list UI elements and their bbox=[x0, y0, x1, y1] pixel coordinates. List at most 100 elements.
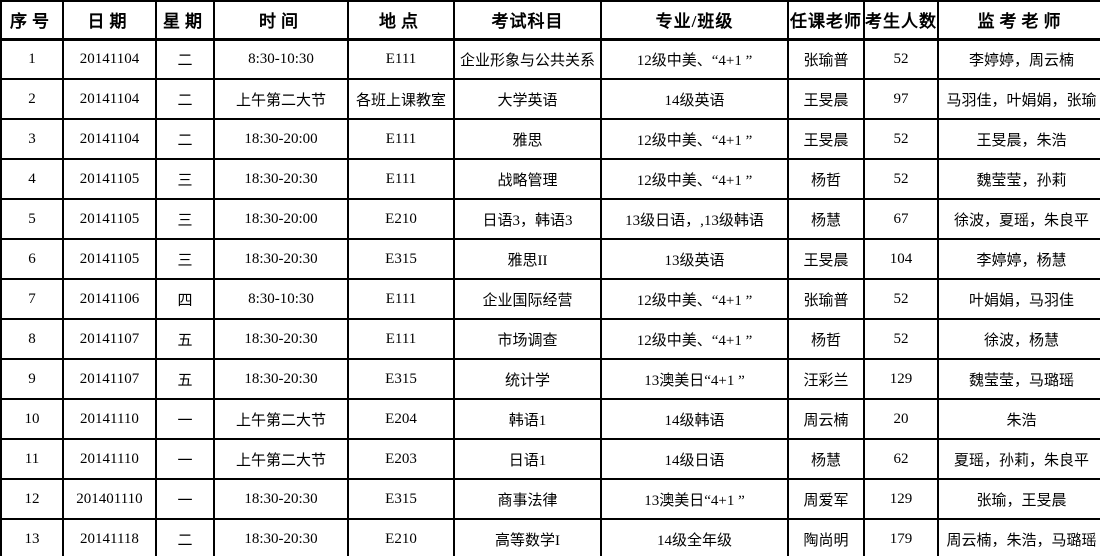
cell-teacher: 王旻晨 bbox=[787, 238, 865, 280]
cell-student_count: 97 bbox=[863, 78, 939, 120]
table-row: 10 20141110 一上午第二大节 E204 韩语1 14级韩语 周云楠 20 朱浩 bbox=[0, 398, 1100, 440]
cell-time: 8:30-10:30 bbox=[213, 278, 349, 320]
table-row: 12 201401110 一 18:30-20:30 E315 商事法律 13澳美日“4+1… bbox=[0, 478, 1100, 520]
cell-index: 2 bbox=[0, 78, 64, 120]
cell-subject: 高等数学I bbox=[453, 518, 602, 556]
cell-weekday: 五 bbox=[155, 318, 215, 360]
header-row: 序号 日期 星期 时间 地点 考试科目 专业/班级 任课老师 考生人数 监考老师 bbox=[0, 0, 1100, 41]
cell-time: 上午第二大节 bbox=[213, 438, 349, 480]
cell-date: 20141106 bbox=[62, 278, 157, 320]
cell-location: E203 bbox=[347, 438, 455, 480]
table-row: 13 20141118 二 18:30-20:30 E210 高等数学I 14级全年级 陶尚明… bbox=[0, 518, 1100, 556]
cell-index: 5 bbox=[0, 198, 64, 240]
column-header-time: 时间 bbox=[213, 0, 349, 41]
cell-date: 20141104 bbox=[62, 78, 157, 120]
cell-student_count: 52 bbox=[863, 158, 939, 200]
cell-teacher: 杨慧 bbox=[787, 438, 865, 480]
column-header-weekday: 星期 bbox=[155, 0, 215, 41]
cell-location: E315 bbox=[347, 478, 455, 520]
cell-class: 14级韩语 bbox=[600, 398, 789, 440]
cell-weekday: 二 bbox=[155, 78, 215, 120]
cell-date: 20141107 bbox=[62, 318, 157, 360]
cell-teacher: 王旻晨 bbox=[787, 78, 865, 120]
cell-time: 18:30-20:30 bbox=[213, 318, 349, 360]
cell-class: 12级中美、“4+1 ” bbox=[600, 278, 789, 320]
cell-date: 20141107 bbox=[62, 358, 157, 400]
cell-time: 18:30-20:00 bbox=[213, 118, 349, 160]
cell-index: 3 bbox=[0, 118, 64, 160]
cell-index: 11 bbox=[0, 438, 64, 480]
cell-teacher: 王旻晨 bbox=[787, 118, 865, 160]
table-row: 1 20141104 二 8:30-10:30 E111 企业形象与公共关系 12级中美、“… bbox=[0, 38, 1100, 80]
cell-proctors: 魏莹莹，马璐瑶 bbox=[937, 358, 1100, 400]
cell-time: 18:30-20:30 bbox=[213, 238, 349, 280]
cell-weekday: 二 bbox=[155, 38, 215, 80]
cell-proctors: 王旻晨，朱浩 bbox=[937, 118, 1100, 160]
cell-teacher: 张瑜普 bbox=[787, 278, 865, 320]
table-row: 2 20141104 二上午第二大节 各班上课教室 大学英语 14级英语 王旻晨 97 马羽佳，… bbox=[0, 78, 1100, 120]
cell-teacher: 张瑜普 bbox=[787, 38, 865, 80]
cell-proctors: 徐波，杨慧 bbox=[937, 318, 1100, 360]
cell-time: 18:30-20:30 bbox=[213, 358, 349, 400]
cell-subject: 战略管理 bbox=[453, 158, 602, 200]
cell-subject: 日语3，韩语3 bbox=[453, 198, 602, 240]
cell-class: 13级日语，,13级韩语 bbox=[600, 198, 789, 240]
column-header-location: 地点 bbox=[347, 0, 455, 41]
cell-index: 1 bbox=[0, 38, 64, 80]
column-header-class: 专业/班级 bbox=[600, 0, 789, 41]
column-header-student-count: 考生人数 bbox=[863, 0, 939, 41]
column-header-teacher: 任课老师 bbox=[787, 0, 865, 41]
cell-student_count: 52 bbox=[863, 318, 939, 360]
table-row: 3 20141104 二 18:30-20:00 E111 雅思 12级中美、“4+1 ” 王… bbox=[0, 118, 1100, 160]
cell-subject: 雅思 bbox=[453, 118, 602, 160]
cell-location: E210 bbox=[347, 518, 455, 556]
cell-subject: 雅思II bbox=[453, 238, 602, 280]
table-row: 7 20141106 四 8:30-10:30 E111 企业国际经营 12级中美、“4+1… bbox=[0, 278, 1100, 320]
cell-weekday: 二 bbox=[155, 118, 215, 160]
cell-proctors: 马羽佳，叶娟娟，张瑜 bbox=[937, 78, 1100, 120]
cell-time: 18:30-20:00 bbox=[213, 198, 349, 240]
cell-location: E111 bbox=[347, 278, 455, 320]
cell-student_count: 62 bbox=[863, 438, 939, 480]
cell-class: 12级中美、“4+1 ” bbox=[600, 118, 789, 160]
cell-location: E111 bbox=[347, 158, 455, 200]
cell-location: E315 bbox=[347, 238, 455, 280]
cell-time: 上午第二大节 bbox=[213, 398, 349, 440]
cell-date: 20141105 bbox=[62, 198, 157, 240]
cell-time: 上午第二大节 bbox=[213, 78, 349, 120]
table-row: 6 20141105 三 18:30-20:30 E315 雅思II 13级英语 王旻晨 104… bbox=[0, 238, 1100, 280]
cell-class: 13澳美日“4+1 ” bbox=[600, 478, 789, 520]
cell-weekday: 四 bbox=[155, 278, 215, 320]
cell-location: E111 bbox=[347, 118, 455, 160]
cell-proctors: 魏莹莹，孙莉 bbox=[937, 158, 1100, 200]
column-header-index: 序号 bbox=[0, 0, 64, 41]
cell-weekday: 一 bbox=[155, 398, 215, 440]
cell-student_count: 129 bbox=[863, 358, 939, 400]
cell-student_count: 179 bbox=[863, 518, 939, 556]
cell-class: 12级中美、“4+1 ” bbox=[600, 38, 789, 80]
cell-location: E111 bbox=[347, 318, 455, 360]
cell-subject: 商事法律 bbox=[453, 478, 602, 520]
cell-time: 18:30-20:30 bbox=[213, 478, 349, 520]
cell-time: 18:30-20:30 bbox=[213, 158, 349, 200]
cell-location: E204 bbox=[347, 398, 455, 440]
cell-location: E315 bbox=[347, 358, 455, 400]
cell-date: 20141104 bbox=[62, 38, 157, 80]
cell-class: 14级英语 bbox=[600, 78, 789, 120]
cell-teacher: 杨慧 bbox=[787, 198, 865, 240]
cell-weekday: 一 bbox=[155, 478, 215, 520]
cell-student_count: 52 bbox=[863, 118, 939, 160]
cell-index: 13 bbox=[0, 518, 64, 556]
table-row: 11 20141110 一上午第二大节 E203 日语1 14级日语 杨慧 62 夏瑶，孙莉，朱… bbox=[0, 438, 1100, 480]
cell-subject: 企业形象与公共关系 bbox=[453, 38, 602, 80]
cell-class: 14级全年级 bbox=[600, 518, 789, 556]
cell-date: 20141118 bbox=[62, 518, 157, 556]
cell-subject: 日语1 bbox=[453, 438, 602, 480]
cell-index: 9 bbox=[0, 358, 64, 400]
cell-date: 20141105 bbox=[62, 238, 157, 280]
cell-weekday: 二 bbox=[155, 518, 215, 556]
cell-teacher: 周爱军 bbox=[787, 478, 865, 520]
cell-class: 13澳美日“4+1 ” bbox=[600, 358, 789, 400]
cell-proctors: 徐波，夏瑶，朱良平 bbox=[937, 198, 1100, 240]
